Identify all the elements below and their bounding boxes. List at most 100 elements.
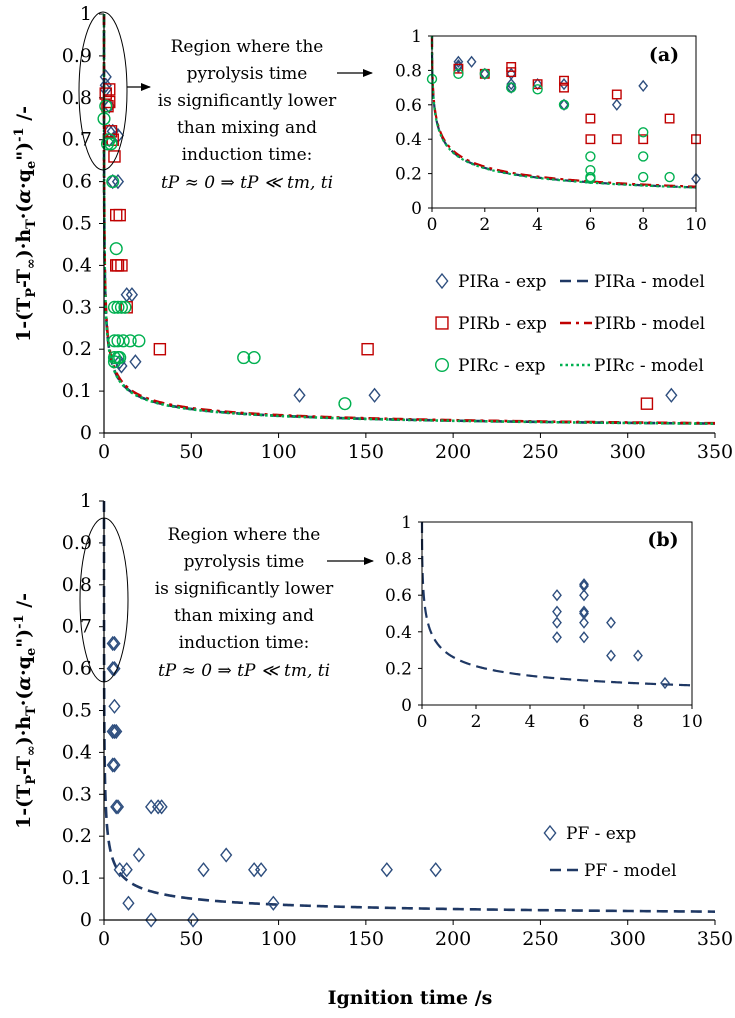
- bottom-main-x-tick-label-3: 150: [348, 928, 384, 950]
- legend-marker-pf-exp: [543, 824, 557, 842]
- bottom-main-pf-point-16: [145, 799, 158, 815]
- bottom-main-y-tick-label-9: 0.9: [62, 532, 92, 554]
- bottom-main-y-tick-label-8: 0.8: [62, 574, 92, 596]
- bottom-main-pf-point-1: [106, 660, 119, 677]
- bottom-main-pf-point-19: [155, 799, 168, 815]
- top-main-y-tick-label-4: 0.4: [62, 254, 92, 276]
- bottom-inset-pf-point-6: [579, 589, 589, 602]
- bottom-main-pf-point-22: [220, 847, 233, 863]
- top-main-pirc-point-15: [114, 300, 129, 314]
- top-inset-pirb-point-2: [506, 62, 517, 72]
- bottom-y-axis-title: 1-(TP-T∞)·hT·(α·qe")-1 /-: [12, 593, 39, 829]
- top-main-pirb-point-7: [109, 208, 123, 222]
- top-main-pirb-point-4: [104, 125, 118, 138]
- top-inset-pira-point-5: [506, 67, 517, 80]
- top-main-pirb-point-10: [113, 208, 126, 222]
- legend-marker-pira-exp: [435, 272, 449, 290]
- top-main-y-tick-label-0: 0: [80, 422, 92, 444]
- top-inset-pira-point-3: [466, 55, 477, 68]
- bottom-main-y-tick-label-4: 0.4: [62, 741, 92, 763]
- top-main-pirc-point-6: [107, 300, 122, 314]
- top-region-ellipse: [78, 11, 128, 171]
- top-inset-pira-point-6: [506, 78, 517, 91]
- bottom-ann-line-3: is significantly lower: [155, 579, 334, 599]
- bottom-main-x-tick-label-7: 350: [697, 928, 733, 950]
- bottom-inset-pf-point-14: [660, 676, 670, 690]
- bottom-inset-pf-point-13: [633, 649, 643, 662]
- top-inset-y-tick-label-4: 0.8: [395, 61, 422, 81]
- top-main-pirb-point-6: [108, 150, 121, 163]
- top-inset-pira-point-1: [453, 59, 464, 72]
- x-axis-title: Ignition time /s: [328, 987, 493, 1009]
- bottom-inset-pf-point-9: [579, 616, 589, 629]
- bottom-main-x-tick-label-0: 0: [98, 928, 110, 950]
- bottom-inset-model-line-pf: [420, 522, 693, 687]
- top-main-x-tick-label-6: 300: [610, 441, 646, 463]
- bottom-main-y-tick-label-0: 0: [80, 909, 92, 931]
- legend-label-pirb-model: PIRb - model: [594, 314, 705, 334]
- bottom-inset-y-tick-label-4: 0.8: [385, 550, 412, 570]
- bottom-main-pf-point-17: [145, 912, 158, 928]
- top-main-pira-point-15: [293, 387, 306, 403]
- bottom-main-pf-point-8: [108, 757, 121, 773]
- top-main-x-tick-label-0: 0: [98, 441, 110, 463]
- top-ann-line-5: induction time:: [182, 145, 313, 165]
- top-main-pirb-point-13: [153, 342, 167, 356]
- top-main-pira-point-2: [99, 81, 112, 98]
- top-main-pirc-point-5: [106, 175, 120, 189]
- bottom-inset-y-tick-label-2: 0.4: [385, 623, 412, 643]
- bottom-main-pf-point-21: [197, 862, 210, 878]
- bottom-ann-line-5: induction time:: [179, 633, 310, 653]
- top-inset-x-tick-label-3: 6: [585, 215, 596, 235]
- top-main-ticks: 0 50 100 150 200 250 300 35000.10.20.30.40.50.6…: [62, 3, 733, 463]
- bottom-main-y-tick-label-7: 0.7: [62, 616, 92, 638]
- bottom-main-y-tick-label-5: 0.5: [62, 700, 92, 722]
- top-inset-pirb-point-6: [559, 82, 569, 93]
- bottom-main-x-tick-label-6: 300: [610, 928, 646, 950]
- bottom-main-pf-point-4: [108, 635, 121, 652]
- top-main-pira-point-16: [368, 387, 381, 403]
- bottom-inset-x-tick-label-3: 6: [579, 712, 590, 732]
- bottom-main-y-tick-label-3: 0.3: [62, 783, 92, 805]
- top-main-y-tick-label-8: 0.8: [62, 87, 92, 109]
- top-main-lines: [102, 14, 716, 426]
- top-inset-pirc-point-6: [585, 151, 596, 162]
- top-main-y-tick-label-2: 0.2: [62, 338, 92, 360]
- top-main-pirb-point-2: [103, 83, 116, 96]
- top-inset-frame: [431, 35, 697, 209]
- top-annotation: Region where the pyrolysis time is signi…: [78, 11, 373, 193]
- top-inset-y-tick-label-5: 1: [411, 27, 422, 47]
- legend-marker-pirb-exp: [435, 316, 449, 330]
- bottom-main-plot: 0 50 100 150 200 250 300 35000.10.20.30.40.50.6…: [62, 490, 733, 950]
- bottom-main-pf-point-25: [267, 895, 280, 911]
- top-inset-pirb-point-10: [611, 134, 622, 145]
- bottom-inset-pf-point-0: [552, 589, 562, 602]
- top-main-pirc-point-8: [107, 351, 122, 365]
- bottom-main-model-line-pf: [102, 501, 716, 913]
- bottom-ann-line-6: tP ≈ 0 ⇒ tP ≪ tm, ti: [158, 661, 330, 681]
- top-inset-x-tick-label-2: 4: [532, 215, 543, 235]
- legend-label-pirc-exp: PIRc - exp: [458, 356, 546, 376]
- bottom-main-points: [106, 635, 442, 928]
- bottom-main-pf-point-15: [132, 847, 146, 863]
- top-main-pirc-point-1: [99, 99, 113, 113]
- bottom-inset-x-tick-label-1: 2: [471, 712, 482, 732]
- bottom-region-ellipse: [79, 517, 129, 683]
- top-main-y-tick-label-3: 0.3: [62, 296, 92, 318]
- top-inset-pirb-point-9: [611, 89, 622, 100]
- top-inset-lines: [430, 36, 697, 189]
- top-main-x-tick-label-5: 250: [522, 441, 558, 463]
- top-inset-model-line-pirb: [430, 36, 697, 188]
- top-main-pira-point-0: [99, 69, 112, 85]
- top-main-pirc-point-10: [109, 242, 123, 256]
- bottom-main-pf-point-27: [429, 862, 442, 878]
- top-main-pirc-point-7: [107, 334, 122, 348]
- bottom-inset-x-tick-label-2: 4: [525, 712, 536, 732]
- bottom-main-pf-point-9: [110, 723, 123, 740]
- bottom-inset-y-tick-label-3: 0.6: [385, 586, 412, 606]
- top-main-y-tick-label-10: 1: [80, 3, 92, 25]
- legend-marker-pirc-exp: [435, 358, 450, 373]
- top-main-pirc-point-21: [247, 351, 261, 365]
